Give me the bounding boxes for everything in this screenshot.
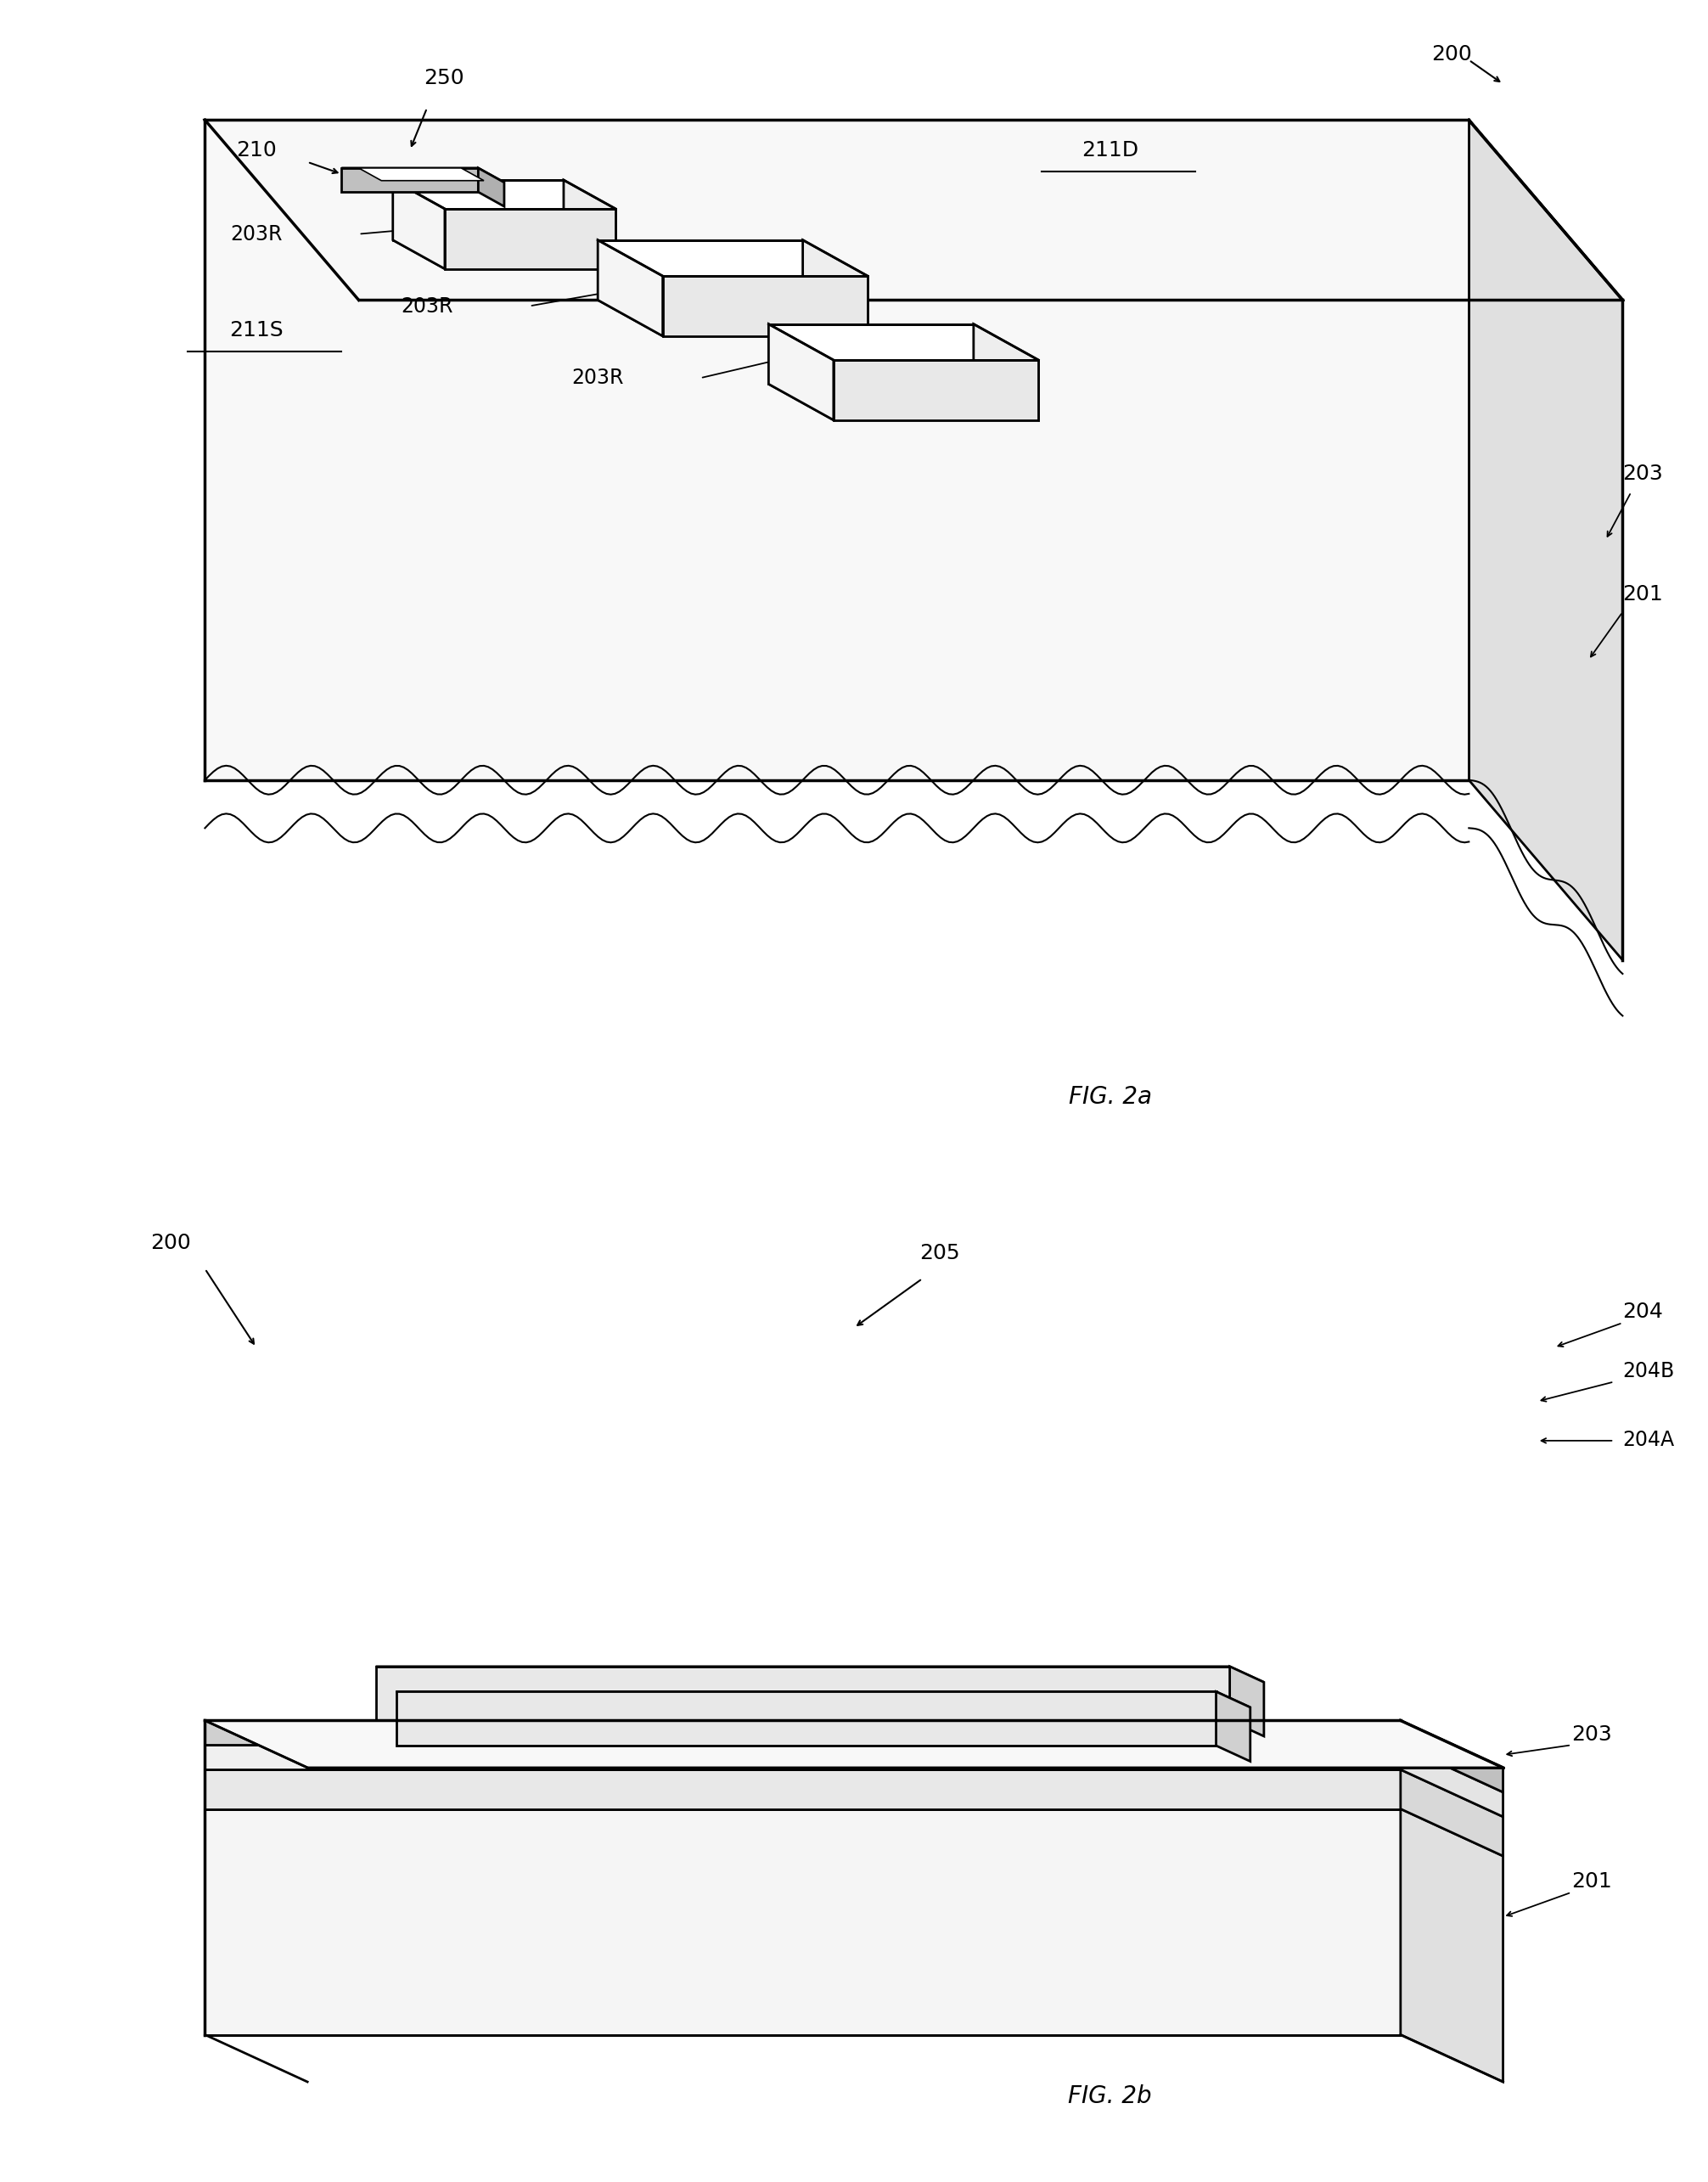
Text: 203: 203 xyxy=(1623,465,1664,484)
Polygon shape xyxy=(376,1667,1230,1719)
Polygon shape xyxy=(205,1770,1401,1809)
Text: 201: 201 xyxy=(1623,585,1664,604)
Text: 211S: 211S xyxy=(229,321,284,340)
Polygon shape xyxy=(478,168,504,207)
Text: 250: 250 xyxy=(424,68,465,87)
Polygon shape xyxy=(393,240,615,268)
Polygon shape xyxy=(393,181,564,240)
Text: 200: 200 xyxy=(150,1233,191,1252)
Polygon shape xyxy=(205,120,1623,299)
Text: 203: 203 xyxy=(1571,1724,1612,1743)
Polygon shape xyxy=(663,275,868,336)
Text: 203R: 203R xyxy=(231,225,282,244)
Polygon shape xyxy=(1230,1667,1264,1737)
Polygon shape xyxy=(1401,1770,1503,1857)
Polygon shape xyxy=(359,168,483,181)
Text: FIG. 2a: FIG. 2a xyxy=(1069,1084,1151,1108)
Polygon shape xyxy=(769,323,834,419)
Polygon shape xyxy=(598,240,803,299)
Polygon shape xyxy=(834,360,1038,419)
Polygon shape xyxy=(803,240,868,336)
Text: 210: 210 xyxy=(236,140,277,159)
Polygon shape xyxy=(342,168,504,183)
Polygon shape xyxy=(205,1719,1503,1767)
Polygon shape xyxy=(205,120,1469,781)
Polygon shape xyxy=(396,1691,1250,1706)
Text: 204B: 204B xyxy=(1623,1362,1674,1381)
Polygon shape xyxy=(393,181,444,268)
Polygon shape xyxy=(205,1809,1401,2034)
Text: FIG. 2b: FIG. 2b xyxy=(1068,2084,1153,2108)
Text: 201: 201 xyxy=(1571,1872,1612,1892)
Polygon shape xyxy=(205,1746,1401,1770)
Polygon shape xyxy=(598,299,868,336)
Polygon shape xyxy=(598,240,663,336)
Polygon shape xyxy=(376,1667,1264,1682)
Polygon shape xyxy=(205,1719,1401,1746)
Text: 211D: 211D xyxy=(1081,140,1139,159)
Polygon shape xyxy=(342,168,478,192)
Polygon shape xyxy=(1401,1719,1503,1791)
Text: 203R: 203R xyxy=(401,297,453,316)
Text: 205: 205 xyxy=(919,1244,960,1263)
Polygon shape xyxy=(396,1691,1216,1746)
Text: 204A: 204A xyxy=(1623,1429,1674,1449)
Polygon shape xyxy=(769,384,1038,419)
Text: 200: 200 xyxy=(1431,44,1472,63)
Polygon shape xyxy=(769,323,974,384)
Polygon shape xyxy=(1469,120,1623,960)
Polygon shape xyxy=(444,209,615,268)
Text: 203R: 203R xyxy=(572,369,623,388)
Polygon shape xyxy=(974,323,1038,419)
Polygon shape xyxy=(564,181,615,268)
Polygon shape xyxy=(1401,1809,1503,2082)
Text: 204: 204 xyxy=(1623,1303,1664,1322)
Polygon shape xyxy=(1216,1691,1250,1761)
Polygon shape xyxy=(1401,1746,1503,1818)
